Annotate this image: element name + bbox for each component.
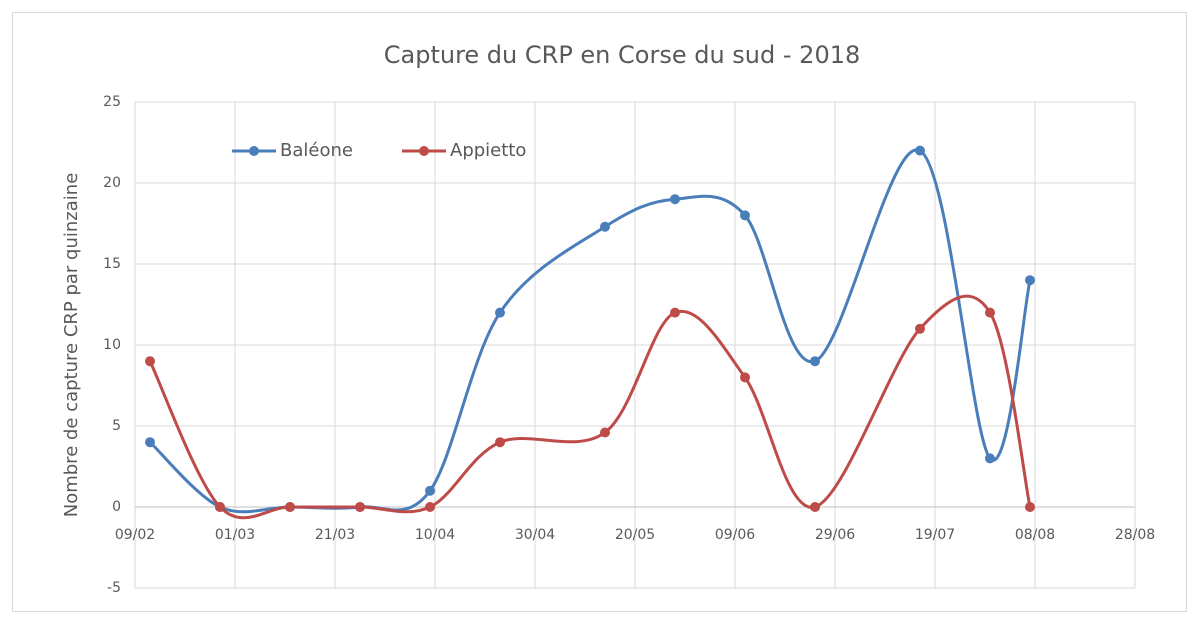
legend-label: Baléone xyxy=(280,140,353,161)
point xyxy=(1025,502,1035,512)
point xyxy=(145,356,155,367)
chart-title: Capture du CRP en Corse du sud - 2018 xyxy=(384,41,861,69)
y-tick-label: 10 xyxy=(103,337,121,353)
point xyxy=(985,307,995,318)
point xyxy=(915,145,925,156)
point xyxy=(810,356,820,367)
point xyxy=(355,502,365,512)
point xyxy=(740,210,750,221)
x-tick-label: 21/03 xyxy=(315,527,355,543)
legend-label: Appietto xyxy=(450,140,526,161)
x-tick-label: 09/06 xyxy=(715,527,755,543)
point xyxy=(285,502,295,512)
point xyxy=(810,502,820,512)
y-tick-label: -5 xyxy=(107,580,121,596)
legend-marker xyxy=(249,146,259,156)
x-tick-label: 01/03 xyxy=(215,527,255,543)
point xyxy=(670,307,680,318)
point xyxy=(985,453,995,464)
y-tick-label: 20 xyxy=(103,175,121,191)
x-tick-label: 19/07 xyxy=(915,527,955,543)
point xyxy=(600,427,610,438)
y-tick-label: 15 xyxy=(103,256,121,272)
point xyxy=(600,221,610,232)
y-tick-label: 5 xyxy=(112,418,121,434)
x-tick-label: 30/04 xyxy=(515,527,555,543)
y-tick-label: 25 xyxy=(103,94,121,110)
y-tick-label: 0 xyxy=(112,499,121,515)
x-tick-label: 28/08 xyxy=(1115,527,1155,543)
legend-marker xyxy=(419,146,429,156)
point xyxy=(145,437,155,448)
point xyxy=(495,437,505,448)
x-tick-label: 10/04 xyxy=(415,527,455,543)
y-axis-label: Nombre de capture CRP par quinzaine xyxy=(61,173,82,518)
point xyxy=(740,372,750,383)
point xyxy=(215,502,225,512)
x-tick-label: 08/08 xyxy=(1015,527,1055,543)
x-tick-label: 09/02 xyxy=(115,527,155,543)
x-tick-label: 29/06 xyxy=(815,527,855,543)
point xyxy=(670,194,680,205)
point xyxy=(495,307,505,318)
point xyxy=(1025,275,1035,286)
point xyxy=(915,323,925,334)
x-tick-label: 20/05 xyxy=(615,527,655,543)
point xyxy=(425,485,435,496)
point xyxy=(425,502,435,512)
